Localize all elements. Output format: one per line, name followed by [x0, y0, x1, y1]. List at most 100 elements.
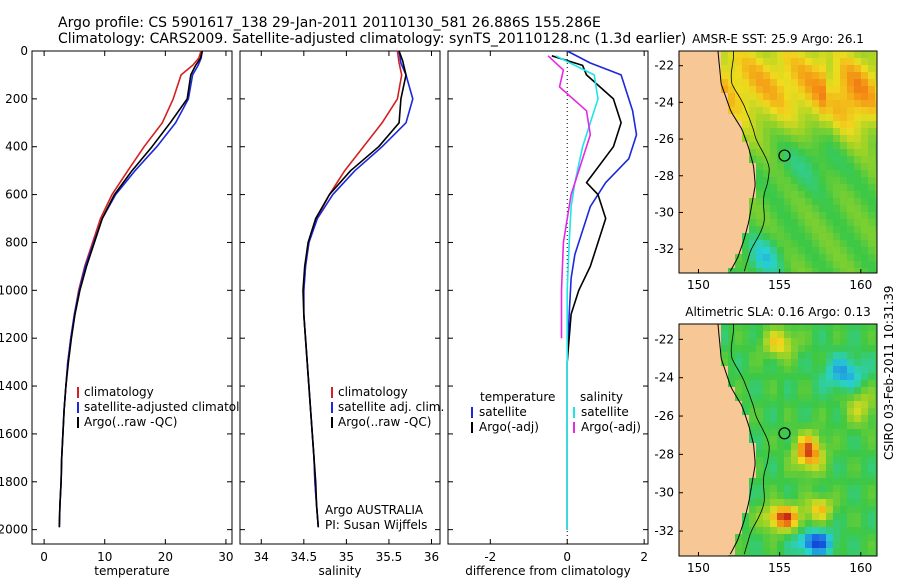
land-cell [693, 373, 701, 381]
land-cell [714, 373, 722, 381]
ocean-cell [854, 198, 862, 206]
ocean-cell [875, 163, 878, 171]
ocean-cell [798, 149, 806, 157]
ocean-cell [875, 352, 878, 360]
land-cell [707, 527, 715, 535]
land-cell [693, 268, 701, 274]
ocean-cell [868, 359, 876, 367]
ocean-cell [819, 492, 827, 500]
ocean-cell [854, 422, 862, 430]
ocean-cell [749, 51, 757, 59]
land-cell [700, 79, 708, 87]
ocean-cell [728, 359, 736, 367]
ocean-cell [721, 51, 729, 59]
ocean-cell [833, 373, 841, 381]
land-cell [721, 408, 729, 416]
land-cell [714, 79, 722, 87]
ocean-cell [840, 107, 848, 115]
ocean-cell [812, 107, 820, 115]
land-cell [714, 331, 722, 339]
land-cell [693, 107, 701, 115]
ocean-cell [784, 429, 792, 437]
ocean-cell [784, 513, 792, 521]
ocean-cell [791, 548, 799, 556]
land-cell [679, 450, 687, 458]
ocean-cell [784, 499, 792, 507]
y-tick-label: 2000 [0, 523, 28, 537]
ocean-cell [854, 51, 862, 59]
ocean-cell [728, 380, 736, 388]
ocean-cell [763, 142, 771, 150]
ocean-cell [798, 72, 806, 80]
ocean-cell [847, 198, 855, 206]
ocean-cell [756, 135, 764, 143]
ocean-cell [735, 373, 743, 381]
ocean-cell [812, 247, 820, 255]
ocean-cell [805, 51, 813, 59]
land-cell [707, 121, 715, 129]
ocean-cell [847, 261, 855, 269]
ocean-cell [770, 394, 778, 402]
ocean-cell [826, 513, 834, 521]
ocean-cell [854, 233, 862, 241]
ocean-cell [826, 240, 834, 248]
ocean-cell [854, 401, 862, 409]
ocean-cell [777, 79, 785, 87]
ocean-cell [756, 478, 764, 486]
land-cell [728, 485, 736, 493]
ocean-cell [868, 394, 876, 402]
land-cell [686, 366, 694, 374]
ocean-cell [861, 471, 869, 479]
ocean-cell [833, 135, 841, 143]
land-cell [721, 548, 729, 556]
coastline [717, 323, 756, 555]
ocean-cell [777, 527, 785, 535]
land-cell [714, 142, 722, 150]
ocean-cell [777, 429, 785, 437]
land-cell [714, 261, 722, 269]
ocean-cell [812, 415, 820, 423]
ocean-cell [826, 478, 834, 486]
land-cell [714, 359, 722, 367]
ocean-cell [756, 233, 764, 241]
land-cell [686, 226, 694, 234]
ocean-cell [798, 107, 806, 115]
ocean-cell [791, 485, 799, 493]
ocean-cell [854, 415, 862, 423]
ocean-cell [833, 464, 841, 472]
land-cell [693, 394, 701, 402]
ocean-cell [777, 541, 785, 549]
land-cell [693, 527, 701, 535]
land-cell [686, 191, 694, 199]
land-cell [735, 163, 743, 171]
ocean-cell [756, 114, 764, 122]
land-cell [721, 457, 729, 465]
land-cell [679, 177, 687, 185]
ocean-cell [854, 177, 862, 185]
ocean-cell [805, 352, 813, 360]
ocean-cell [798, 506, 806, 514]
ocean-cell [833, 163, 841, 171]
land-cell [700, 464, 708, 472]
ocean-cell [819, 184, 827, 192]
land-cell [686, 338, 694, 346]
ocean-cell [861, 324, 869, 332]
ocean-cell [770, 135, 778, 143]
land-cell [735, 226, 743, 234]
x-tick-label: 30 [218, 550, 233, 564]
land-cell [707, 114, 715, 122]
ocean-cell [798, 352, 806, 360]
land-cell [721, 128, 729, 136]
map-y-tick-label: -28 [654, 169, 674, 183]
land-cell [714, 443, 722, 451]
land-cell [679, 212, 687, 220]
ocean-cell [749, 324, 757, 332]
ocean-cell [805, 401, 813, 409]
land-cell [686, 422, 694, 430]
ocean-cell [798, 338, 806, 346]
land-cell [679, 72, 687, 80]
land-cell [679, 191, 687, 199]
ocean-cell [770, 380, 778, 388]
ocean-cell [756, 394, 764, 402]
ocean-cell [756, 359, 764, 367]
